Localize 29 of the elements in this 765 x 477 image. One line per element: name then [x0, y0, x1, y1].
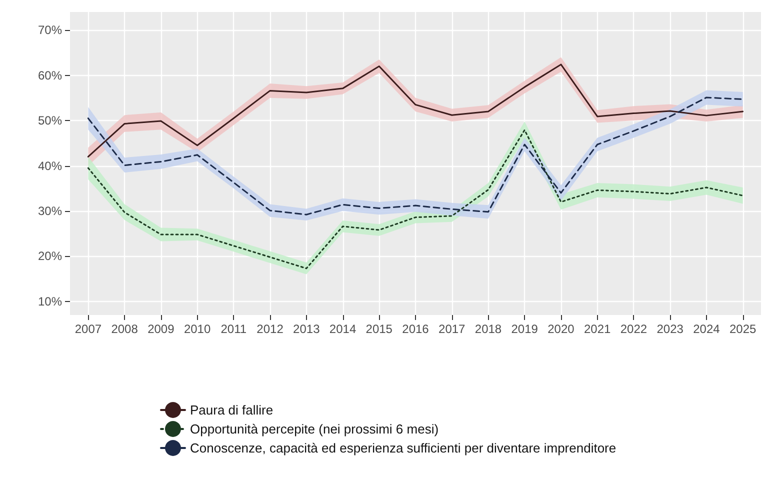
legend-label: Paura di fallire: [190, 402, 274, 418]
x-tick-label: 2015: [366, 322, 393, 336]
y-tick-label: 30%: [38, 204, 62, 218]
x-tick-label: 2017: [438, 322, 466, 336]
x-tick-label: 2019: [511, 322, 538, 336]
y-tick-label: 20%: [38, 249, 62, 264]
x-tick-label: 2010: [184, 322, 211, 336]
x-tick-label: 2008: [111, 322, 138, 336]
y-tick-label: 40%: [38, 158, 62, 173]
x-tick-label: 2016: [402, 322, 430, 336]
legend-label: Opportunità percepite (nei prossimi 6 mesi): [190, 422, 439, 436]
x-tick-label: 2024: [693, 322, 720, 336]
x-tick-label: 2011: [220, 322, 247, 336]
x-tick-label: 2021: [584, 322, 612, 336]
legend-label: Conoscenze, capacità ed esperienza sufficienti per diventare imprenditore: [190, 440, 616, 456]
x-tick-label: 2013: [293, 322, 320, 336]
x-tick-label: 2025: [729, 322, 756, 336]
x-tick-label: 2018: [474, 322, 502, 336]
y-tick-label: 70%: [38, 23, 62, 38]
x-tick-label: 2007: [74, 322, 102, 336]
x-tick-label: 2014: [329, 322, 356, 336]
x-tick-label: 2020: [548, 322, 575, 336]
y-tick-label: 60%: [38, 68, 62, 82]
x-tick-label: 2022: [620, 322, 648, 336]
x-tick-label: 2012: [256, 322, 284, 336]
x-tick-label: 2023: [656, 322, 684, 336]
x-tick-label: 2009: [148, 322, 175, 336]
y-tick-label: 10%: [38, 294, 62, 308]
y-tick-label: 50%: [38, 114, 62, 128]
